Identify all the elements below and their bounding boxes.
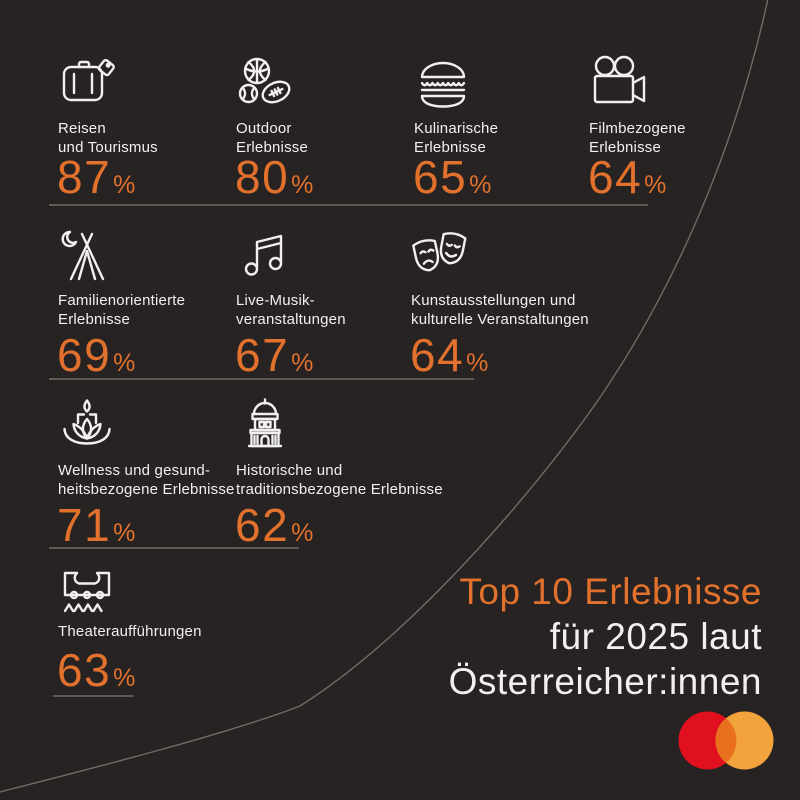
stat-item-familie: Familienorientierte Erlebnisse 69% [57, 227, 292, 381]
label-line: Theateraufführungen [58, 623, 202, 640]
label-line: Erlebnisse [236, 139, 309, 156]
teepee-moon-icon [57, 227, 117, 283]
label-line: und Tourismus [58, 139, 158, 156]
item-value: 64% [588, 151, 667, 203]
stat-item-livemusik: Live-Musik- veranstaltungen 67% [235, 227, 470, 381]
label-line: kulturelle Veranstaltungen [411, 311, 589, 328]
divider [49, 547, 299, 549]
item-label: Kulinarische Erlebnisse [414, 119, 498, 157]
label-line: traditionsbezogene Erlebnisse [236, 481, 443, 498]
stat-item-kunst: Kunstausstellungen und kulturelle Verans… [410, 227, 645, 381]
title-line-2: für 2025 laut [549, 616, 762, 657]
item-value: 87% [57, 151, 136, 203]
label-line: Wellness und gesund- [58, 462, 211, 479]
label-line: Historische und [236, 462, 343, 479]
mastercard-logo [678, 711, 774, 770]
title-line-3: Österreicher:innen [448, 661, 762, 702]
item-label: Theateraufführungen [58, 622, 202, 641]
item-label: Live-Musik- veranstaltungen [236, 291, 346, 329]
item-label: Filmbezogene Erlebnisse [589, 119, 686, 157]
item-value: 65% [413, 151, 492, 203]
label-line: Erlebnisse [414, 139, 487, 156]
music-notes-icon [235, 227, 295, 283]
label-line: Kulinarische [414, 120, 499, 137]
stat-item-film: Filmbezogene Erlebnisse 64% [588, 55, 800, 205]
item-value: 63% [57, 644, 136, 696]
stat-item-reisen: Reisen und Tourismus 87% [57, 55, 292, 205]
item-value: 62% [235, 499, 314, 551]
film-camera-icon [588, 55, 652, 111]
label-line: heitsbezogene Erlebnisse [58, 481, 235, 498]
theater-masks-icon [410, 227, 472, 283]
stat-item-kulinarisch: Kulinarische Erlebnisse 65% [413, 55, 648, 205]
label-line: Filmbezogene [589, 120, 686, 137]
divider [49, 378, 474, 380]
sports-balls-icon [235, 55, 295, 111]
label-line: Familienorientierte [58, 292, 186, 309]
label-line: Outdoor [236, 120, 292, 137]
label-line: Kunstausstellungen und [411, 292, 576, 309]
stat-item-theater: Theateraufführungen 63% [57, 561, 292, 711]
item-label: Outdoor Erlebnisse [236, 119, 308, 157]
divider [53, 695, 133, 697]
burger-icon [413, 55, 473, 111]
candle-lotus-icon [57, 397, 117, 453]
item-label: Kunstausstellungen und kulturelle Verans… [411, 291, 589, 329]
logo-overlap [715, 718, 737, 763]
theater-stage-icon [57, 561, 117, 617]
item-label: Reisen und Tourismus [58, 119, 158, 157]
divider [49, 204, 648, 206]
suitcase-icon [57, 55, 117, 111]
item-value: 67% [235, 329, 314, 381]
stat-item-outdoor: Outdoor Erlebnisse 80% [235, 55, 470, 205]
item-label: Familienorientierte Erlebnisse [58, 291, 185, 329]
label-line: Erlebnisse [589, 139, 662, 156]
historic-building-icon [235, 397, 295, 453]
item-label: Wellness und gesund- heitsbezogene Erleb… [58, 461, 235, 499]
page-title: Top 10 Erlebnisse für 2025 laut Österrei… [449, 569, 762, 704]
item-value: 64% [410, 329, 489, 381]
title-line-1: Top 10 Erlebnisse [459, 571, 762, 612]
label-line: Live-Musik- [236, 292, 315, 309]
item-value: 71% [57, 499, 136, 551]
item-label: Historische und traditionsbezogene Erleb… [236, 461, 443, 499]
stat-item-wellness: Wellness und gesund- heitsbezogene Erleb… [57, 397, 292, 551]
label-line: Erlebnisse [58, 311, 131, 328]
item-value: 69% [57, 329, 136, 381]
label-line: Reisen [58, 120, 106, 137]
item-value: 80% [235, 151, 314, 203]
stat-item-historisch: Historische und traditionsbezogene Erleb… [235, 397, 470, 551]
label-line: veranstaltungen [236, 311, 346, 328]
